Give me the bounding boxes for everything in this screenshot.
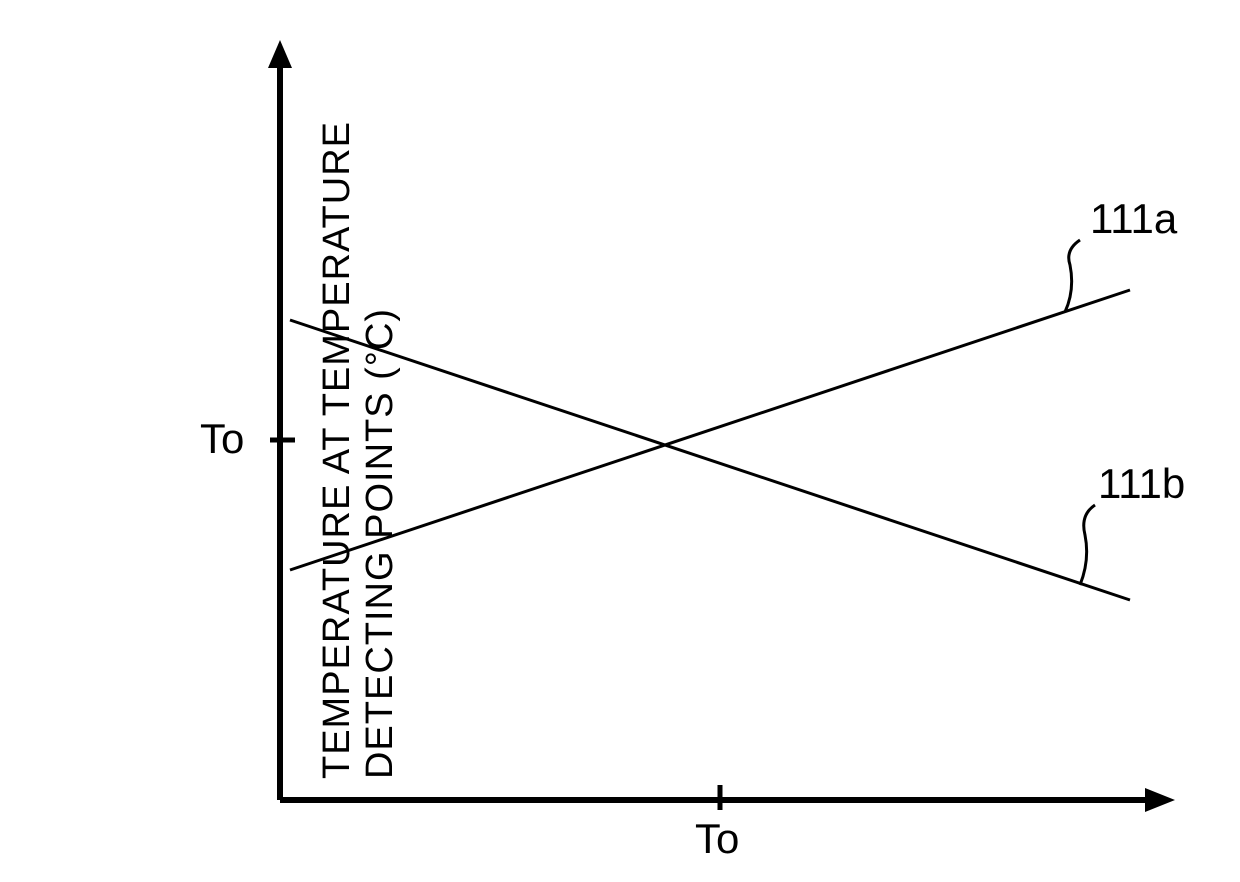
line-b-label: 111b xyxy=(1098,460,1185,508)
line-111a xyxy=(290,290,1130,570)
chart-svg xyxy=(240,40,1180,820)
plot-area: 111a 111b To To xyxy=(240,40,1180,820)
x-tick-label: To xyxy=(695,815,739,863)
leader-111b-icon xyxy=(1080,505,1095,585)
line-111b xyxy=(290,320,1130,600)
chart-container: TEMPERATURE AT TEMPERATURE DETECTING POI… xyxy=(60,40,1200,860)
leader-111a-icon xyxy=(1065,240,1080,312)
x-axis-arrow-icon xyxy=(1145,788,1175,812)
y-axis-arrow-icon xyxy=(268,40,292,68)
y-tick-label: To xyxy=(200,415,244,463)
line-a-label: 111a xyxy=(1090,195,1177,243)
